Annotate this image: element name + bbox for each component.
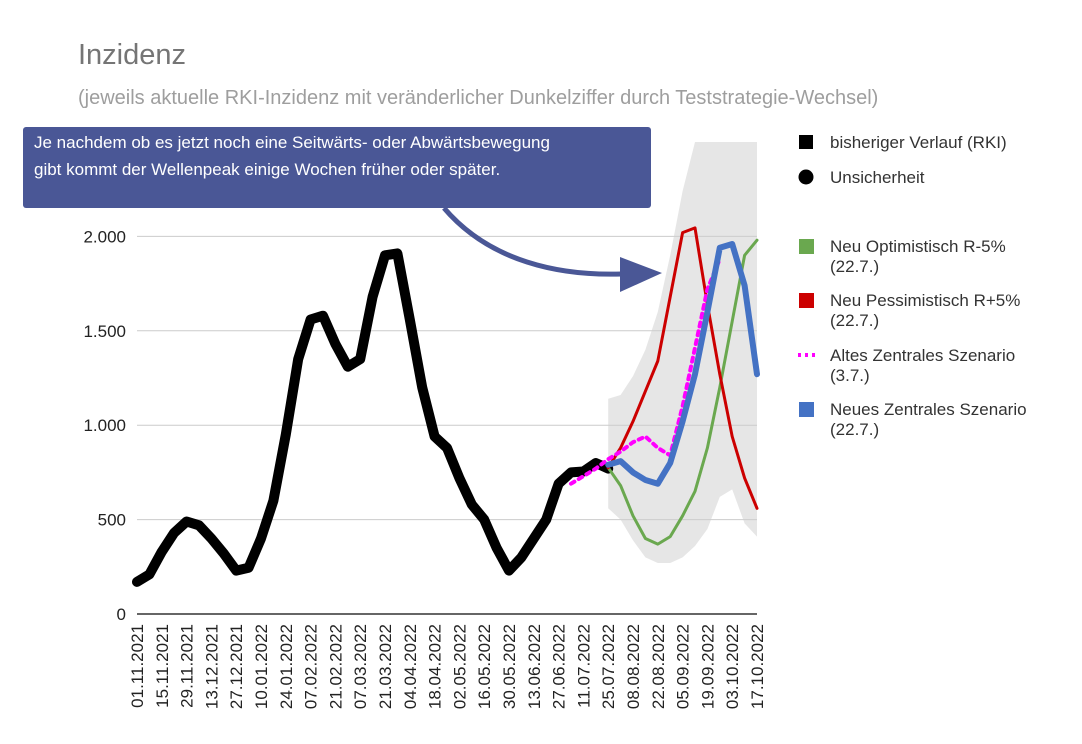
chart-title: Inzidenz	[78, 39, 186, 71]
x-tick-label: 17.10.2022	[748, 624, 767, 709]
x-tick-label: 24.01.2022	[277, 624, 296, 709]
legend: bisheriger Verlauf (RKI) Unsicherheit Neu …	[798, 133, 1027, 439]
y-tick-label: 500	[98, 511, 126, 530]
series-line-4	[605, 241, 760, 487]
legend-swatch-2	[799, 293, 814, 308]
legend-label-3: Altes Zentrales Szenario (3.7.)	[830, 346, 1015, 385]
legend-label-4: Neues Zentrales Szenario (22.7.)	[830, 400, 1027, 439]
callout-text-line-2: gibt kommt der Wellenpeak einige Wochen …	[34, 160, 500, 179]
x-tick-label: 22.08.2022	[649, 624, 668, 709]
x-tick-label: 16.05.2022	[475, 624, 494, 709]
callout-text-line-1: Je nachdem ob es jetzt noch eine Seitwär…	[34, 133, 550, 152]
y-tick-label: 1.500	[83, 322, 126, 341]
legend-swatch-4	[799, 402, 814, 417]
legend-swatch-1	[799, 239, 814, 254]
x-tick-label: 15.11.2021	[153, 624, 172, 708]
y-tick-label: 2.000	[83, 227, 126, 246]
legend-label-2: Neu Pessimistisch R+5% (22.7.)	[830, 291, 1020, 330]
x-tick-label: 29.11.2021	[178, 624, 197, 708]
x-tick-label: 07.03.2022	[351, 624, 370, 709]
x-tick-label: 27.06.2022	[550, 624, 569, 709]
x-tick-label: 25.07.2022	[599, 624, 618, 709]
x-tick-label: 04.04.2022	[401, 624, 420, 709]
legend-label-band: Unsicherheit	[830, 168, 925, 187]
callout-arrow	[442, 206, 623, 277]
x-tick-label: 11.07.2022	[574, 624, 593, 708]
x-tick-label: 21.03.2022	[376, 624, 395, 709]
x-tick-label: 10.01.2022	[252, 624, 271, 709]
series-line-3	[569, 257, 722, 486]
x-tick-label: 18.04.2022	[426, 624, 445, 709]
series-line-2	[606, 226, 759, 510]
x-tick-label: 07.02.2022	[302, 624, 321, 709]
x-tick-label: 01.11.2021	[128, 624, 147, 708]
x-tick-label: 08.08.2022	[624, 624, 643, 709]
y-tick-label: 1.000	[83, 416, 126, 435]
y-tick-label: 0	[117, 605, 126, 624]
x-tick-label: 02.05.2022	[450, 624, 469, 709]
legend-label-0: bisheriger Verlauf (RKI)	[830, 133, 1007, 152]
x-tick-label: 21.02.2022	[326, 624, 345, 709]
x-tick-label: 19.09.2022	[698, 624, 717, 709]
series-line-0	[132, 248, 614, 587]
callout-box	[23, 127, 651, 208]
callout-arrowhead	[620, 257, 662, 292]
x-tick-label: 05.09.2022	[674, 624, 693, 709]
x-tick-label: 13.12.2021	[202, 624, 221, 709]
x-tick-label: 13.06.2022	[525, 624, 544, 709]
x-tick-label: 27.12.2021	[227, 624, 246, 709]
legend-swatch-band	[798, 169, 814, 185]
plot-area: 0 500 1.000 1.500 2.000 01.11.2021 15.11.2021 2…	[83, 142, 767, 709]
x-tick-label: 30.05.2022	[500, 624, 519, 709]
legend-label-1: Neu Optimistisch R-5% (22.7.)	[830, 237, 1006, 276]
series-line-1	[606, 238, 759, 546]
chart-subtitle: (jeweils aktuelle RKI-Inzidenz mit verän…	[78, 87, 878, 109]
legend-swatch-0	[799, 135, 813, 149]
x-tick-label: 03.10.2022	[723, 624, 742, 709]
callout: Je nachdem ob es jetzt noch eine Seitwär…	[23, 127, 662, 292]
